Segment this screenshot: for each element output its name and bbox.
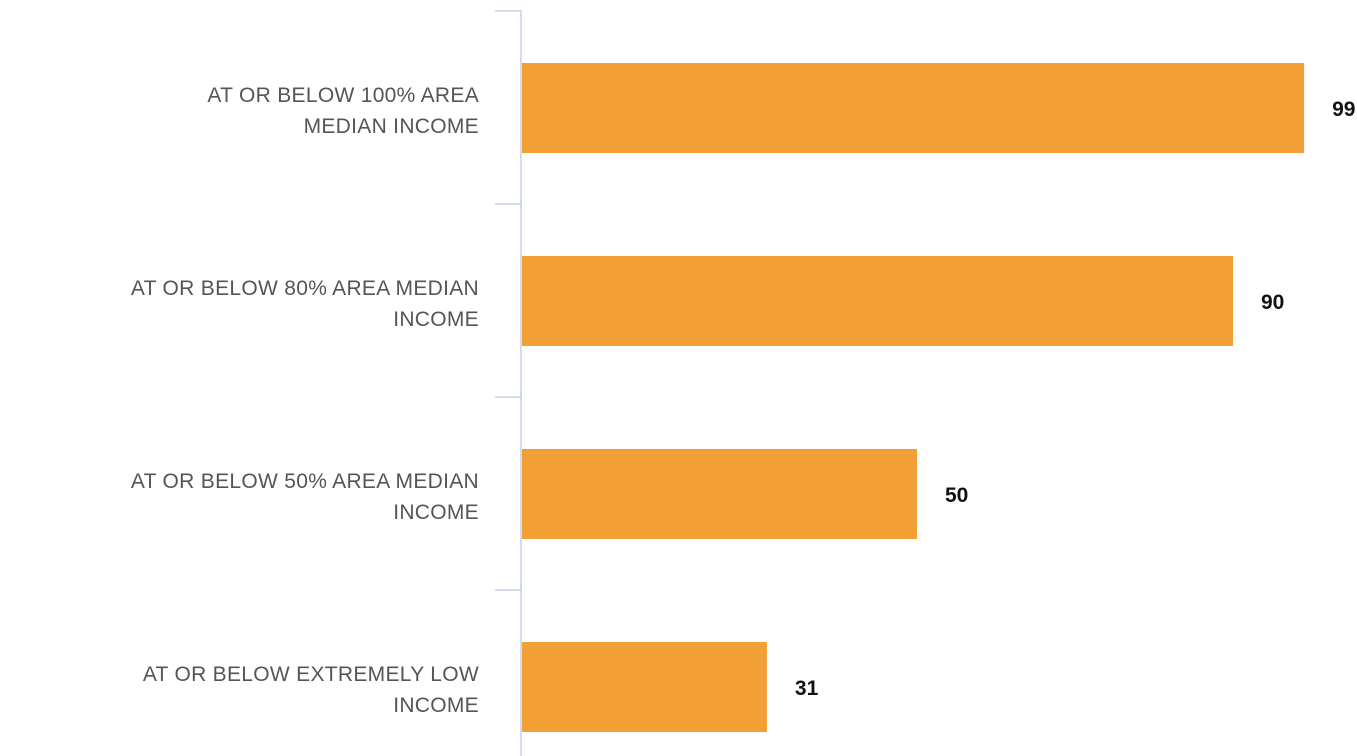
category-label-line: INCOME (393, 501, 479, 524)
axis-layer (495, 10, 522, 756)
category-label-line: INCOME (393, 308, 479, 331)
data-label: 90 (1261, 291, 1284, 314)
category-label: AT OR BELOW 50% AREA MEDIAN INCOME (131, 470, 479, 524)
data-label: 99 (1332, 98, 1355, 121)
bars-layer (522, 63, 1305, 732)
category-label-line: AT OR BELOW 80% AREA MEDIAN (131, 277, 479, 300)
bar (522, 256, 1233, 346)
category-label-line: AT OR BELOW 100% AREA (207, 84, 479, 107)
category-label: AT OR BELOW EXTREMELY LOW INCOME (143, 663, 479, 717)
category-label: AT OR BELOW 100% AREA MEDIAN INCOME (207, 84, 479, 138)
category-label-line: AT OR BELOW EXTREMELY LOW (143, 663, 479, 686)
bar (522, 449, 917, 539)
data-label: 31 (795, 677, 819, 700)
category-label-line: MEDIAN INCOME (304, 115, 479, 138)
category-label-line: AT OR BELOW 50% AREA MEDIAN (131, 470, 479, 493)
data-label: 50 (945, 484, 968, 507)
bar (522, 63, 1305, 153)
category-label: AT OR BELOW 80% AREA MEDIAN INCOME (131, 277, 479, 331)
bar (522, 642, 767, 732)
value-labels: 99 90 50 31 (795, 98, 1356, 700)
category-label-line: INCOME (393, 694, 479, 717)
